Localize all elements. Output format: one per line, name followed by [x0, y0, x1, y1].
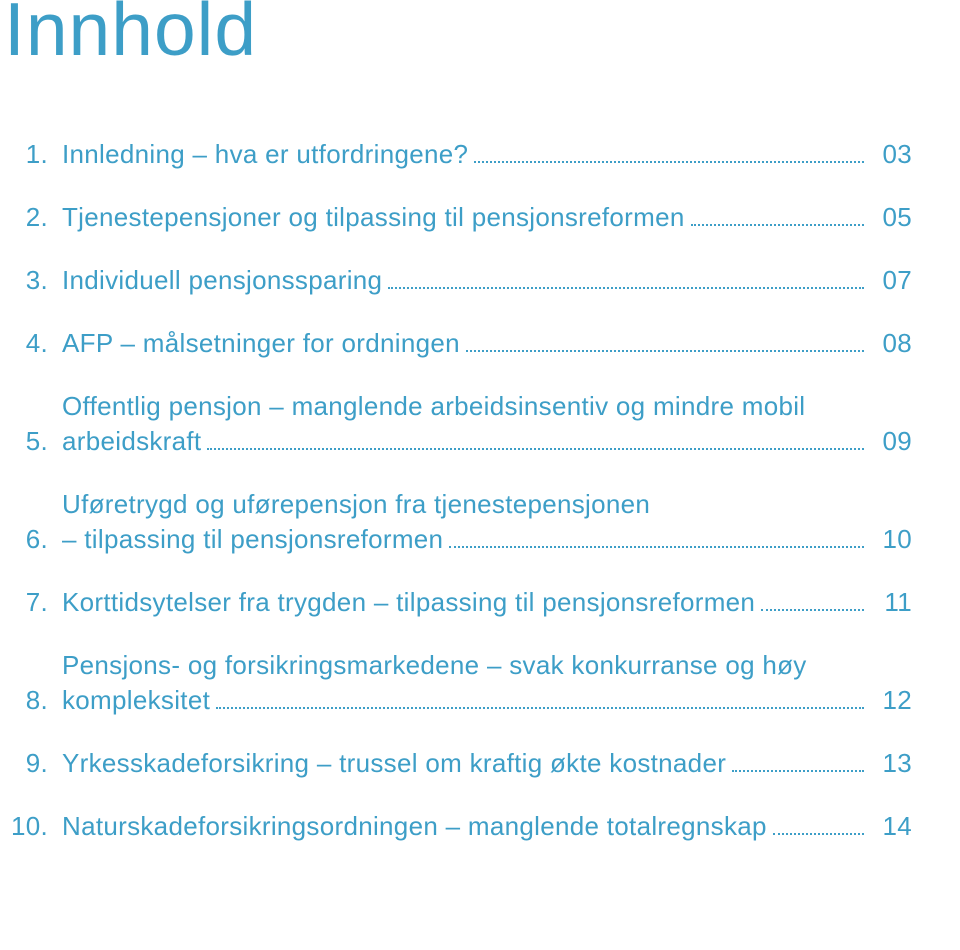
toc-entry: 8. Pensjons- og forsikringsmarkedene – s… [0, 650, 912, 716]
toc-list: 1. Innledning – hva er utfordringene? 03… [0, 139, 912, 842]
toc-leader-dots [773, 833, 864, 835]
toc-leader-dots [388, 287, 864, 289]
toc-page-number: 12 [872, 685, 912, 716]
toc-number: 2. [4, 202, 62, 233]
toc-page-number: 14 [872, 811, 912, 842]
toc-entry: 2. Tjenestepensjoner og tilpassing til p… [0, 202, 912, 233]
toc-label: Yrkesskadeforsikring – trussel om krafti… [62, 748, 726, 779]
toc-leader-dots [207, 448, 864, 450]
toc-label-line2: – tilpassing til pensjonsreformen [62, 524, 443, 555]
toc-entry: 1. Innledning – hva er utfordringene? 03 [0, 139, 912, 170]
toc-label-line1: Uføretrygd og uførepensjon fra tjenestep… [62, 489, 912, 520]
toc-text: Yrkesskadeforsikring – trussel om krafti… [62, 748, 912, 779]
toc-text: Innledning – hva er utfordringene? 03 [62, 139, 912, 170]
page-title: Innhold [4, 0, 912, 67]
toc-entry: 7. Korttidsytelser fra trygden – tilpass… [0, 587, 912, 618]
toc-label: Individuell pensjonssparing [62, 265, 382, 296]
toc-label-line1: Offentlig pensjon – manglende arbeidsins… [62, 391, 912, 422]
toc-entry: 10. Naturskadeforsikringsordningen – man… [0, 811, 912, 842]
toc-label: Tjenestepensjoner og tilpassing til pens… [62, 202, 685, 233]
toc-page-number: 03 [872, 139, 912, 170]
toc-number: 4. [4, 328, 62, 359]
toc-entry: 5. Offentlig pensjon – manglende arbeids… [0, 391, 912, 457]
toc-number: 10. [4, 811, 62, 842]
toc-number: 9. [4, 748, 62, 779]
toc-text: Uføretrygd og uførepensjon fra tjenestep… [62, 489, 912, 555]
toc-text: Tjenestepensjoner og tilpassing til pens… [62, 202, 912, 233]
toc-page-number: 08 [872, 328, 912, 359]
toc-page-number: 09 [872, 426, 912, 457]
toc-label-line2: arbeidskraft [62, 426, 201, 457]
toc-number: 5. [4, 426, 62, 457]
toc-leader-dots [216, 707, 864, 709]
toc-leader-dots [691, 224, 864, 226]
toc-page-number: 05 [872, 202, 912, 233]
toc-page-number: 07 [872, 265, 912, 296]
toc-text: Korttidsytelser fra trygden – tilpassing… [62, 587, 912, 618]
toc-leader-dots [449, 546, 864, 548]
toc-text: Offentlig pensjon – manglende arbeidsins… [62, 391, 912, 457]
toc-leader-dots [761, 609, 864, 611]
toc-leader-dots [466, 350, 864, 352]
toc-label-line2: kompleksitet [62, 685, 210, 716]
toc-page: Innhold 1. Innledning – hva er utfordrin… [0, 0, 960, 942]
toc-leader-dots [732, 770, 864, 772]
toc-number: 1. [4, 139, 62, 170]
toc-entry: 3. Individuell pensjonssparing 07 [0, 265, 912, 296]
toc-number: 6. [4, 524, 62, 555]
toc-page-number: 10 [872, 524, 912, 555]
toc-label-line1: Pensjons- og forsikringsmarkedene – svak… [62, 650, 912, 681]
toc-number: 3. [4, 265, 62, 296]
toc-page-number: 13 [872, 748, 912, 779]
toc-label: Innledning – hva er utfordringene? [62, 139, 468, 170]
toc-entry: 4. AFP – målsetninger for ordningen 08 [0, 328, 912, 359]
toc-text: AFP – målsetninger for ordningen 08 [62, 328, 912, 359]
toc-text: Pensjons- og forsikringsmarkedene – svak… [62, 650, 912, 716]
toc-text: Individuell pensjonssparing 07 [62, 265, 912, 296]
toc-label: Korttidsytelser fra trygden – tilpassing… [62, 587, 755, 618]
toc-number: 7. [4, 587, 62, 618]
toc-entry: 6. Uføretrygd og uførepensjon fra tjenes… [0, 489, 912, 555]
toc-label: AFP – målsetninger for ordningen [62, 328, 460, 359]
toc-leader-dots [474, 161, 864, 163]
toc-entry: 9. Yrkesskadeforsikring – trussel om kra… [0, 748, 912, 779]
toc-text: Naturskadeforsikringsordningen – manglen… [62, 811, 912, 842]
toc-page-number: 11 [872, 587, 912, 618]
toc-number: 8. [4, 685, 62, 716]
toc-label: Naturskadeforsikringsordningen – manglen… [62, 811, 767, 842]
